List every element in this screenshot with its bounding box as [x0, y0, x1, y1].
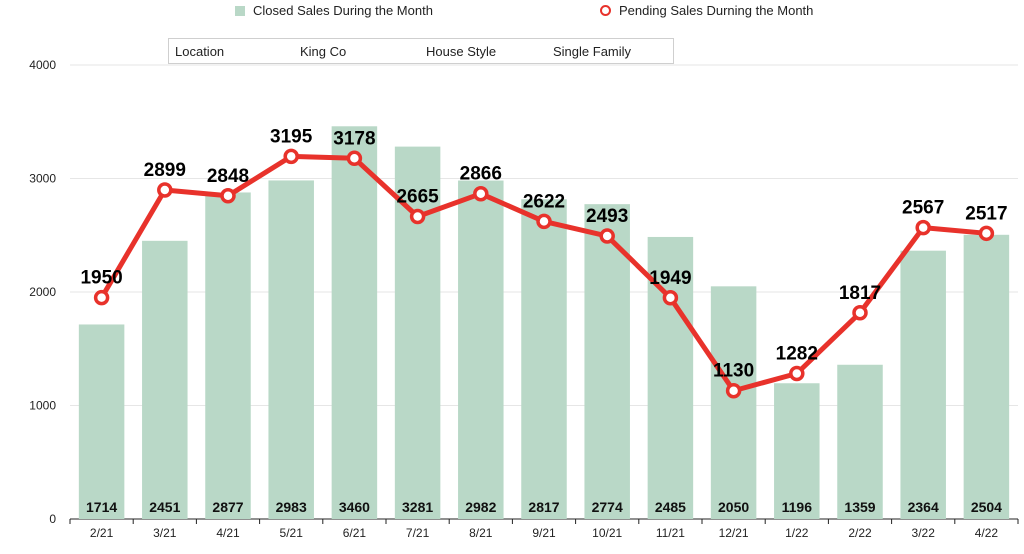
- closed-sales-value-label: 2877: [212, 499, 243, 515]
- closed-sales-value-label: 2817: [528, 499, 559, 515]
- bar-swatch-icon: [235, 5, 245, 16]
- closed-sales-bar: [837, 364, 883, 519]
- pending-sales-point: [346, 150, 363, 167]
- house-style-value: Single Family: [553, 44, 632, 59]
- closed-sales-value-label: 2504: [971, 499, 1002, 515]
- closed-sales-bar: [205, 192, 251, 519]
- x-tick-label: 3/22: [912, 526, 936, 540]
- pending-sales-value-label: 1130: [713, 361, 754, 382]
- pending-sales-value-label: 2493: [586, 206, 628, 227]
- circle-marker-icon: [600, 5, 611, 16]
- pending-sales-point: [409, 208, 426, 225]
- pending-sales-point: [220, 188, 236, 204]
- x-tick-label: 1/22: [785, 526, 809, 540]
- pending-sales-value-label: 2622: [523, 191, 565, 212]
- closed-sales-bar: [584, 204, 630, 519]
- pending-sales-point: [93, 289, 110, 306]
- legend-closed: Closed Sales During the Month: [235, 3, 433, 18]
- closed-sales-value-label: 1714: [86, 499, 117, 515]
- pending-sales-value-label: 2866: [460, 164, 502, 185]
- pending-sales-point: [725, 382, 742, 399]
- closed-sales-bar: [142, 240, 188, 519]
- closed-sales-bar: [521, 199, 567, 519]
- closed-sales-value-label: 2774: [592, 499, 623, 515]
- y-tick-label: 2000: [29, 285, 56, 299]
- pending-sales-value-label: 1817: [839, 283, 881, 304]
- closed-sales-value-label: 2451: [149, 499, 180, 515]
- pending-sales-point: [536, 213, 552, 230]
- closed-sales-value-label: 3460: [339, 499, 370, 515]
- x-tick-label: 10/21: [592, 526, 622, 540]
- location-key: Location: [175, 44, 225, 59]
- x-tick-label: 6/21: [343, 526, 367, 540]
- closed-sales-bar: [963, 234, 1010, 519]
- closed-sales-bar: [774, 383, 820, 519]
- pending-sales-value-label: 2899: [144, 160, 186, 181]
- location-value: King Co: [300, 44, 347, 59]
- closed-sales-value-label: 2485: [655, 499, 686, 515]
- x-tick-label: 5/21: [280, 526, 304, 540]
- pending-sales-value-label: 3178: [333, 128, 375, 149]
- closed-sales-value-label: 2050: [718, 499, 749, 515]
- y-tick-label: 1000: [29, 399, 56, 413]
- x-tick-label: 7/21: [406, 526, 430, 540]
- pending-sales-point: [662, 290, 679, 306]
- pending-sales-value-label: 2517: [965, 203, 1007, 224]
- legend-pending: Pending Sales Durning the Month: [600, 3, 813, 18]
- pending-sales-value-label: 3195: [270, 126, 313, 147]
- closed-sales-value-label: 2982: [465, 499, 496, 515]
- pending-sales-value-label: 2848: [207, 166, 249, 187]
- legend-pending-label: Pending Sales Durning the Month: [619, 3, 814, 18]
- pending-sales-value-label: 1949: [649, 268, 691, 289]
- x-tick-label: 2/21: [90, 526, 114, 540]
- closed-sales-bar: [78, 324, 125, 519]
- closed-sales-value-label: 1359: [844, 499, 875, 515]
- pending-sales-point: [852, 305, 868, 321]
- y-tick-label: 0: [49, 512, 56, 526]
- closed-sales-bar: [710, 286, 757, 519]
- pending-sales-point: [978, 225, 995, 242]
- pending-sales-point: [789, 365, 805, 382]
- closed-sales-value-label: 1196: [782, 499, 813, 515]
- pending-sales-point: [599, 228, 615, 244]
- pending-sales-value-label: 1950: [80, 268, 122, 289]
- closed-sales-bar: [458, 180, 504, 519]
- pending-sales-value-label: 1282: [776, 343, 818, 364]
- house-style-key: House Style: [426, 44, 497, 59]
- pending-sales-value-label: 2665: [396, 187, 439, 208]
- x-tick-label: 8/21: [469, 526, 493, 540]
- closed-sales-value-label: 2983: [276, 499, 307, 515]
- closed-sales-bar: [331, 126, 378, 519]
- legend-closed-label: Closed Sales During the Month: [253, 3, 433, 18]
- y-tick-label: 3000: [29, 172, 56, 186]
- y-tick-label: 4000: [29, 58, 56, 72]
- pending-sales-point: [157, 182, 173, 198]
- pending-sales-point: [915, 219, 931, 236]
- x-tick-label: 2/22: [848, 526, 872, 540]
- closed-sales-bar: [268, 180, 314, 519]
- closed-sales-bar: [900, 250, 946, 519]
- x-tick-label: 9/21: [532, 526, 556, 540]
- closed-sales-value-label: 2364: [908, 499, 939, 515]
- x-tick-label: 3/21: [153, 526, 177, 540]
- filter-info-box: Location King Co House Style Single Fami…: [168, 38, 674, 64]
- x-tick-label: 12/21: [719, 526, 749, 540]
- x-tick-label: 4/21: [216, 526, 240, 540]
- closed-sales-value-label: 3281: [402, 499, 433, 515]
- pending-sales-point: [283, 148, 299, 165]
- pending-sales-value-label: 2567: [902, 198, 944, 219]
- pending-sales-point: [473, 185, 489, 202]
- x-tick-label: 4/22: [975, 526, 999, 540]
- x-tick-label: 11/21: [656, 526, 685, 540]
